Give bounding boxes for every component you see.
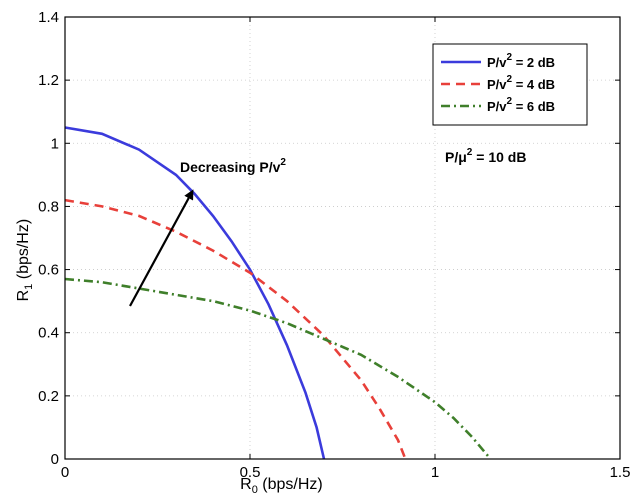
plot-frame	[64, 16, 621, 460]
series-line-2	[64, 198, 407, 460]
x-tick-label: 1.5	[610, 464, 631, 481]
y-tick-label: 1.2	[38, 72, 59, 89]
x-axis-label: R0 (bps/Hz)	[240, 476, 323, 495]
grid	[65, 17, 620, 459]
y-tick-label: 0	[51, 451, 59, 468]
legend-label-3: P/v2 = 6 dB	[487, 96, 555, 114]
legend: P/v2 = 2 dB P/v2 = 4 dB P/v2 = 6 dB	[432, 43, 588, 126]
ticks: 0 0.5 1 1.5 0 0.2 0.4 0.6 0.8 1 1.2 1.4	[38, 9, 630, 481]
y-tick-label: 0.4	[38, 325, 59, 342]
y-tick-label: 0.2	[38, 388, 59, 405]
constant-annotation: P/μ2 = 10 dB	[445, 147, 526, 165]
trend-arrow	[129, 189, 194, 307]
series-layer	[64, 126, 492, 460]
x-tick-label: 0	[61, 464, 69, 481]
series-line-3	[64, 277, 492, 460]
x-tick-label: 1	[431, 464, 439, 481]
series-line-1	[64, 126, 326, 460]
legend-label-1: P/v2 = 2 dB	[487, 52, 555, 70]
arrow-label: Decreasing P/v2	[180, 157, 286, 175]
y-tick-label: 0.8	[38, 198, 59, 215]
y-tick-label: 1	[51, 135, 59, 152]
y-axis-label: R1 (bps/Hz)	[15, 219, 35, 302]
legend-label-2: P/v2 = 4 dB	[487, 74, 555, 92]
x-tick-label: 0.5	[240, 464, 261, 481]
y-tick-label: 1.4	[38, 9, 59, 26]
y-tick-label: 0.6	[38, 262, 59, 279]
